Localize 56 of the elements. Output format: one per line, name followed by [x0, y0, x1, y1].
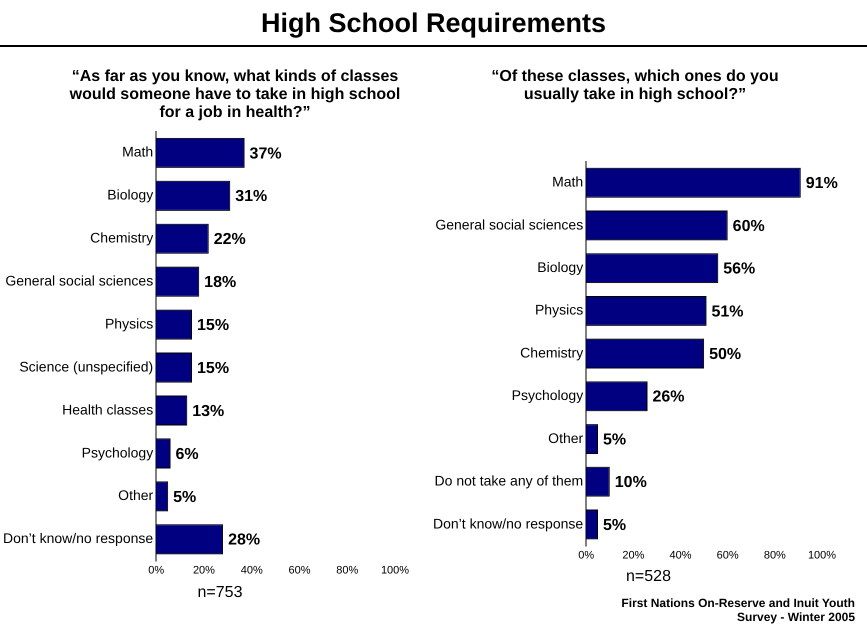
- data-label: 18%: [204, 274, 236, 292]
- y-tick-label: Biology: [107, 186, 154, 203]
- y-tick-label: Psychology: [82, 444, 154, 460]
- x-tick-label: 100%: [380, 564, 410, 576]
- text: n=528: [625, 568, 672, 586]
- chart-title: “Of these classes, which ones do you usually take in high school?”: [490, 68, 780, 104]
- data-label: 60%: [732, 218, 765, 235]
- y-tick-label: Math: [122, 144, 154, 160]
- data-label: 13%: [192, 402, 224, 420]
- data-label: 91%: [806, 175, 838, 192]
- y-tick-label: Biology: [537, 259, 584, 276]
- x-tick-label: 80%: [764, 549, 786, 562]
- data-label: 5%: [602, 431, 626, 448]
- x-tick-label: 100%: [808, 549, 836, 562]
- data-label: 15%: [197, 360, 230, 377]
- y-tick-label: General social sciences: [5, 272, 154, 289]
- data-label: 5%: [602, 516, 626, 534]
- text: High School Requirements: [0, 8, 867, 47]
- data-label: 50%: [709, 346, 742, 364]
- y-tick-label: Don’t know/no response: [432, 515, 584, 532]
- x-tick-label: 0%: [148, 564, 164, 576]
- y-tick-label: Psychology: [512, 387, 584, 404]
- y-tick-label: Other: [118, 487, 154, 504]
- x-tick-label: 60%: [288, 564, 311, 576]
- chart-title: “As far as you know, what kinds of classes would someone have to take in high school for a job in health?”: [68, 68, 402, 122]
- y-tick-label: General social sciences: [435, 216, 584, 232]
- y-tick-label: Physics: [534, 302, 584, 318]
- data-label: 37%: [250, 145, 282, 162]
- data-label: 26%: [652, 388, 685, 406]
- data-label: 51%: [711, 303, 744, 320]
- y-tick-label: Physics: [104, 315, 154, 332]
- x-tick-label: 40%: [240, 564, 263, 576]
- data-label: 10%: [614, 474, 647, 492]
- x-tick-label: 60%: [716, 549, 739, 562]
- text: First Nations On-Reserve and Inuit Youth Survey - Winter 2005: [620, 596, 855, 624]
- y-tick-label: Math: [552, 174, 584, 190]
- x-tick-label: 20%: [192, 564, 216, 576]
- y-tick-label: Do not take any of them: [434, 472, 584, 489]
- data-label: 22%: [214, 231, 246, 248]
- data-label: 6%: [176, 446, 199, 463]
- x-tick-label: 40%: [670, 549, 692, 562]
- data-label: 5%: [173, 488, 196, 506]
- y-tick-label: Chemistry: [90, 230, 154, 246]
- data-label: 15%: [197, 317, 230, 334]
- data-label: 56%: [723, 260, 756, 278]
- x-tick-label: 0%: [578, 549, 594, 562]
- data-label: 28%: [228, 532, 260, 549]
- x-tick-label: 80%: [336, 564, 358, 576]
- y-tick-label: Don’t know/no response: [2, 530, 154, 546]
- y-tick-label: Other: [548, 430, 584, 446]
- x-tick-label: 20%: [622, 549, 645, 562]
- text: n=753: [196, 584, 244, 602]
- y-tick-label: Health classes: [62, 401, 154, 418]
- data-label: 31%: [235, 188, 268, 206]
- y-tick-label: Chemistry: [520, 344, 584, 360]
- y-tick-label: Science (unspecified): [19, 358, 154, 374]
